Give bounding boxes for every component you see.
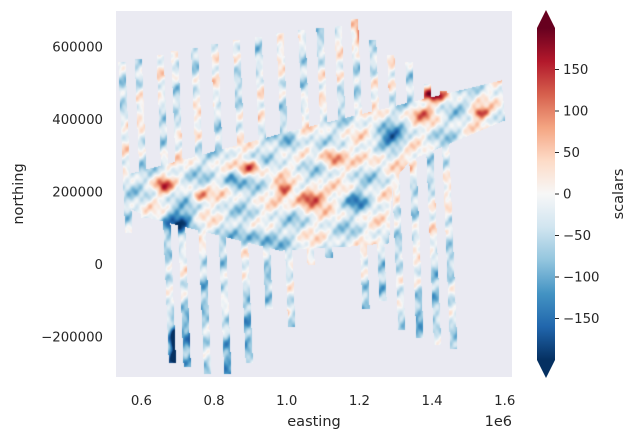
colorbar-tick-label: 150 (563, 63, 588, 78)
colorbar-tick-label: 50 (563, 146, 580, 161)
y-axis-label: northing (11, 163, 27, 224)
colorbar-tick-label: 100 (563, 105, 588, 120)
x-tick-label: 0.8 (204, 394, 225, 409)
colorbar-tick-label: −50 (563, 229, 591, 244)
colorbar-tick-label: 0 (563, 188, 571, 203)
x-tick-label: 0.6 (131, 394, 152, 409)
y-tick-label: 600000 (52, 41, 103, 56)
x-axis-label: easting (287, 414, 340, 430)
x-tick-label: 1.0 (276, 394, 297, 409)
x-axis-ticks: 0.6 0.8 1.0 1.2 1.4 1.6 (131, 394, 515, 409)
colorbar-ticks: 150 100 50 0 −50 −100 −150 (555, 63, 600, 327)
colorbar: 150 100 50 0 −50 −100 −150 scalars (537, 10, 627, 378)
y-axis-ticks: 600000 400000 200000 0 −200000 (41, 41, 103, 346)
colorbar-tick-label: −100 (563, 271, 600, 286)
x-axis-offset-text: 1e6 (485, 414, 512, 430)
colorbar-body (537, 28, 555, 360)
colorbar-tick-label: −150 (563, 312, 600, 327)
y-tick-label: 400000 (52, 113, 103, 128)
colorbar-extend-max (537, 10, 555, 28)
y-tick-label: 200000 (52, 186, 103, 201)
y-tick-label: −200000 (41, 331, 103, 346)
colorbar-extend-min (537, 360, 555, 378)
heatmap-image (116, 11, 512, 377)
y-tick-label: 0 (95, 258, 103, 273)
x-tick-label: 1.6 (494, 394, 515, 409)
colorbar-label: scalars (611, 169, 627, 220)
x-tick-label: 1.4 (421, 394, 442, 409)
x-tick-label: 1.2 (349, 394, 370, 409)
